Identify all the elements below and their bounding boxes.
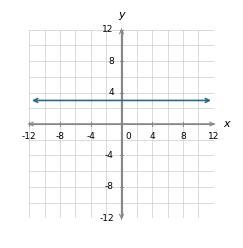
Text: 12: 12 [103, 25, 114, 34]
Text: 0: 0 [125, 132, 131, 141]
Text: 12: 12 [208, 132, 219, 141]
Text: y: y [118, 10, 125, 20]
Text: -12: -12 [22, 132, 36, 141]
Text: x: x [223, 119, 230, 129]
Text: -8: -8 [105, 182, 114, 191]
Text: -4: -4 [86, 132, 95, 141]
Text: -12: -12 [99, 214, 114, 223]
Text: 8: 8 [108, 57, 114, 66]
Text: -4: -4 [105, 151, 114, 160]
Text: 4: 4 [108, 88, 114, 97]
Text: -8: -8 [55, 132, 64, 141]
Text: 4: 4 [149, 132, 155, 141]
Text: 8: 8 [180, 132, 186, 141]
